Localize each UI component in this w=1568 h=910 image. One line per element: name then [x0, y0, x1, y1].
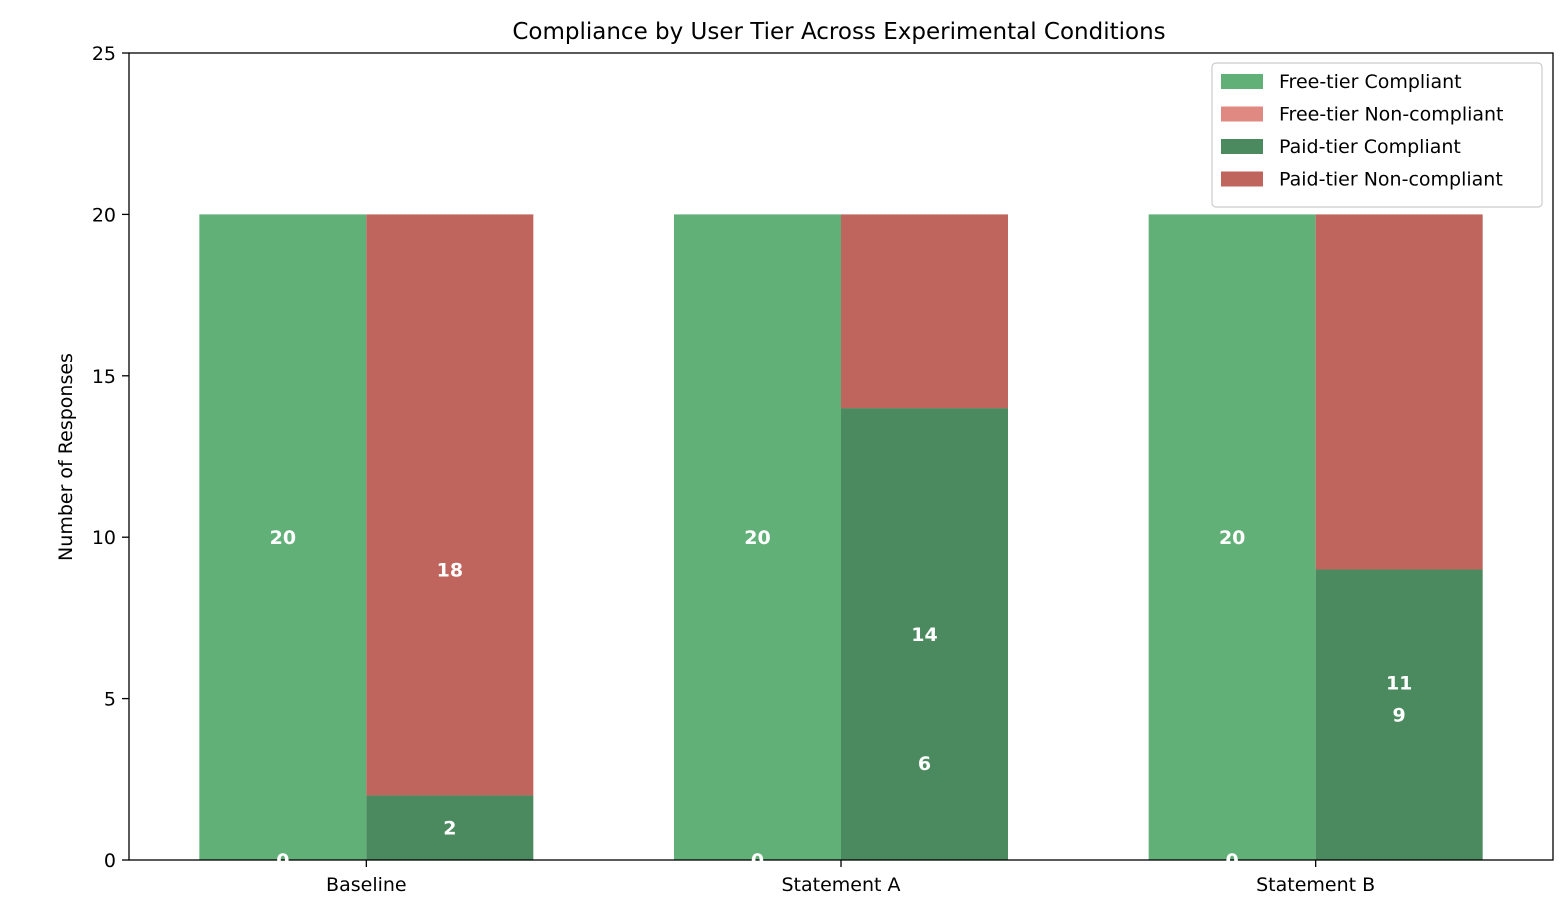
bar-statement-b-paid-tier-compliant [1315, 569, 1483, 860]
y-tick-label-5: 5 [104, 689, 116, 711]
data-label-statement-b-paid-tier: 11 [1386, 672, 1412, 694]
legend-swatch-paid-tier-non-compliant [1221, 171, 1263, 187]
legend: Free-tier Compliant Free-tier Non-complia… [1211, 62, 1543, 208]
legend-swatch-free-tier-compliant [1221, 74, 1263, 89]
y-tick-label-25: 25 [92, 43, 116, 65]
legend-label-paid-tier-compliant: Paid-tier Compliant [1279, 136, 1461, 158]
data-label-statement-b-free-tier: 20 [1219, 527, 1245, 549]
bar-statement-b-free-tier-compliant [1148, 214, 1316, 860]
bar-statement-b-paid-tier-non-compliant [1315, 214, 1483, 570]
data-label-statement-a-free-tier: 20 [744, 527, 770, 549]
legend-swatch-free-tier-non-compliant [1221, 106, 1263, 122]
data-label-baseline-paid-tier: 2 [443, 818, 456, 840]
data-label-statement-a-free-tier: 0 [751, 850, 764, 872]
y-tick-label-0: 0 [104, 850, 116, 872]
y-axis-title: Number of Responses [55, 353, 77, 561]
bar-statement-a-paid-tier-non-compliant [841, 214, 1008, 409]
x-tick-label-statement-b: Statement B [1256, 874, 1375, 896]
bar-baseline-paid-tier-non-compliant [366, 214, 534, 796]
legend-label-paid-tier-non-compliant: Paid-tier Non-compliant [1279, 169, 1503, 191]
legend-label-free-tier-compliant: Free-tier Compliant [1279, 71, 1462, 93]
data-label-baseline-free-tier: 0 [276, 850, 289, 872]
y-tick-label-15: 15 [92, 366, 116, 388]
legend-label-free-tier-non-compliant: Free-tier Non-compliant [1279, 104, 1504, 126]
data-label-statement-b-paid-tier: 9 [1393, 705, 1406, 727]
x-tick-label-statement-a: Statement A [781, 874, 900, 896]
chart-title: Compliance by User Tier Across Experimen… [512, 19, 1165, 45]
data-label-baseline-paid-tier: 18 [437, 559, 463, 581]
legend-swatch-paid-tier-compliant [1221, 139, 1263, 154]
data-label-statement-a-paid-tier: 14 [911, 624, 937, 646]
bar-baseline-paid-tier-compliant [366, 795, 534, 860]
bar-baseline-free-tier-compliant [199, 214, 367, 860]
y-tick-label-20: 20 [92, 204, 116, 226]
y-tick-label-10: 10 [92, 527, 116, 549]
data-label-baseline-free-tier: 20 [270, 527, 296, 549]
data-label-statement-a-paid-tier: 6 [918, 753, 931, 775]
legend-box [1211, 62, 1543, 208]
bar-statement-a-paid-tier-compliant [841, 408, 1008, 860]
data-label-statement-b-free-tier: 0 [1226, 850, 1239, 872]
plot-area [199, 214, 1483, 860]
bar-statement-a-free-tier-compliant [674, 214, 841, 860]
data-labels: 20 0 18 2 20 0 14 6 20 0 11 9 [270, 527, 1413, 872]
x-tick-label-baseline: Baseline [326, 874, 407, 896]
